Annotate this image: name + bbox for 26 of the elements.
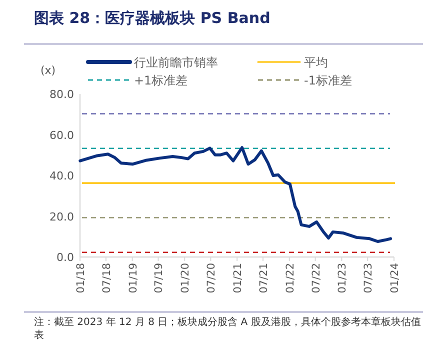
y-tick-label: 60.0 bbox=[50, 128, 74, 142]
x-tick-label: 01/18 bbox=[75, 263, 87, 294]
x-tick-label: 07/22 bbox=[310, 263, 322, 294]
line-series bbox=[78, 146, 392, 244]
x-tick-label: 07/20 bbox=[206, 263, 218, 294]
x-tick-label: 01/21 bbox=[232, 263, 244, 294]
y-axis-title: (x) bbox=[40, 64, 56, 77]
y-tick-label: 80.0 bbox=[50, 88, 74, 101]
y-tick-label: 0.0 bbox=[56, 251, 74, 264]
x-tick-label: 01/23 bbox=[336, 263, 349, 294]
x-tick-label: 07/18 bbox=[100, 263, 113, 294]
x-tick-label: 07/21 bbox=[258, 263, 270, 294]
x-tick-label: 07/23 bbox=[362, 263, 375, 294]
y-tick-label: 40.0 bbox=[50, 170, 74, 182]
y-tick-label: 20.0 bbox=[50, 210, 74, 224]
legend-label: 行业前瞻市销率 bbox=[134, 56, 218, 70]
text: 注：截至 2023 年 12 月 8 日；板块成分股含 A 股及港股，具体个股参考本章板块估值表 bbox=[34, 316, 422, 342]
x-tick-label: 01/22 bbox=[284, 263, 296, 294]
chart-title: 图表 28：医疗器械板块 PS Band bbox=[34, 9, 270, 27]
legend-label: -1标准差 bbox=[304, 74, 352, 88]
legend-label: +1标准差 bbox=[134, 74, 188, 88]
x-tick-label: 01/20 bbox=[180, 263, 192, 294]
x-tick-label: 01/24 bbox=[389, 262, 401, 294]
x-tick-label: 01/19 bbox=[127, 263, 140, 294]
x-tick-label: 07/19 bbox=[153, 263, 166, 294]
legend-label: 平均 bbox=[304, 56, 328, 70]
